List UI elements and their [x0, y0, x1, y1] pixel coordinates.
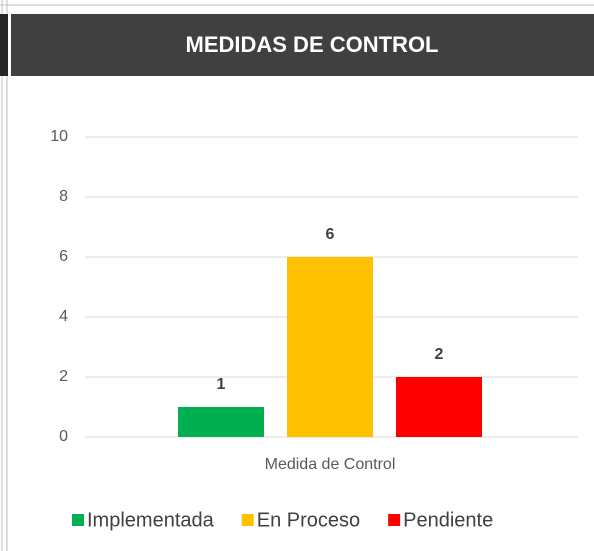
bar: [287, 257, 373, 437]
legend-label: Implementada: [87, 509, 215, 531]
y-tick-label: 8: [59, 188, 68, 205]
legend-swatch: [388, 514, 401, 526]
bar: [178, 407, 264, 437]
x-tick-label: Medida de Control: [265, 456, 396, 473]
y-tick-label: 2: [59, 368, 68, 385]
data-label: 6: [326, 226, 335, 243]
chart-title: MEDIDAS DE CONTROL: [186, 32, 439, 57]
legend-label: Pendiente: [403, 509, 493, 531]
y-tick-label: 4: [59, 308, 68, 325]
bar: [396, 377, 482, 437]
legend-swatch: [241, 514, 254, 526]
data-label: 1: [217, 376, 226, 393]
legend-swatch: [72, 514, 84, 526]
legend-label: En Proceso: [257, 509, 360, 531]
header-bar: [11, 14, 594, 76]
data-label: 2: [435, 346, 444, 363]
y-tick-label: 0: [59, 428, 68, 445]
y-tick-label: 6: [59, 248, 68, 265]
y-tick-label: 10: [50, 128, 68, 145]
header-tab: [0, 14, 8, 76]
